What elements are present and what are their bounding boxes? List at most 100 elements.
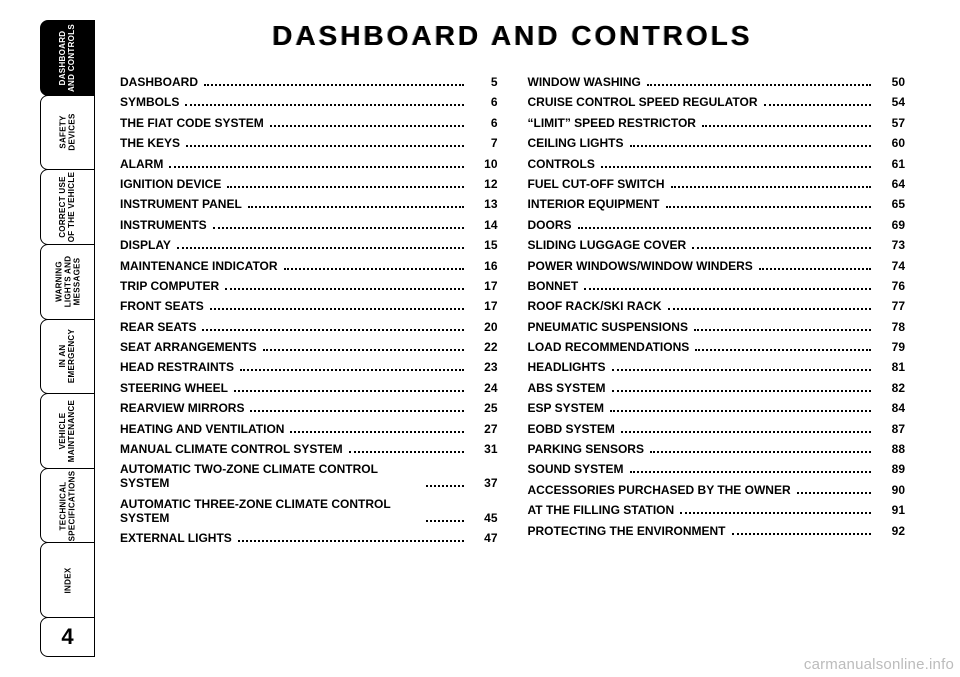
toc-page: 88 [877,442,905,456]
toc-row[interactable]: SLIDING LUGGAGE COVER73 [528,238,906,252]
toc-row[interactable]: “LIMIT” SPEED RESTRICTOR57 [528,116,906,130]
toc-leader-dots [177,247,464,249]
toc-page: 24 [470,381,498,395]
toc-page: 14 [470,218,498,232]
toc-row[interactable]: FUEL CUT-OFF SWITCH64 [528,177,906,191]
side-tab-0[interactable]: DASHBOARDAND CONTROLS [40,20,95,96]
toc-leader-dots [612,369,872,371]
toc-label: THE KEYS [120,136,180,150]
toc-leader-dots [694,329,871,331]
toc-leader-dots [238,540,464,542]
toc-row[interactable]: INSTRUMENT PANEL13 [120,197,498,211]
toc-label: HEAD RESTRAINTS [120,360,234,374]
toc-label: PROTECTING THE ENVIRONMENT [528,524,726,538]
toc-row[interactable]: PARKING SENSORS88 [528,442,906,456]
page-title: DASHBOARD AND CONTROLS [110,20,915,52]
toc-page: 50 [877,75,905,89]
toc-leader-dots [764,104,871,106]
toc-row[interactable]: INTERIOR EQUIPMENT65 [528,197,906,211]
toc-page: 6 [470,95,498,109]
toc-page: 54 [877,95,905,109]
toc-page: 12 [470,177,498,191]
toc-row[interactable]: CEILING LIGHTS60 [528,136,906,150]
toc-row[interactable]: AT THE FILLING STATION91 [528,503,906,517]
toc-page: 45 [470,511,498,525]
side-tab-2[interactable]: CORRECT USEOF THE VEHICLE [40,169,95,245]
toc-row[interactable]: EOBD SYSTEM87 [528,422,906,436]
toc-label: ESP SYSTEM [528,401,604,415]
toc-row[interactable]: PNEUMATIC SUSPENSIONS78 [528,320,906,334]
toc-leader-dots [668,308,872,310]
side-tab-5[interactable]: VEHICLEMAINTENANCE [40,393,95,469]
toc-row[interactable]: HEATING AND VENTILATION27 [120,422,498,436]
toc-row[interactable]: TRIP COMPUTER17 [120,279,498,293]
toc-row[interactable]: THE FIAT CODE SYSTEM6 [120,116,498,130]
toc-page: 27 [470,422,498,436]
toc-leader-dots [610,410,871,412]
toc-row[interactable]: REAR SEATS20 [120,320,498,334]
toc-row[interactable]: ALARM10 [120,157,498,171]
side-tab-label: SAFETYDEVICES [58,114,76,151]
toc-leader-dots [578,227,871,229]
side-tab-6[interactable]: TECHNICALSPECIFICATIONS [40,468,95,544]
side-tab-3[interactable]: WARNINGLIGHTS ANDMESSAGES [40,244,95,320]
toc-label: THE FIAT CODE SYSTEM [120,116,264,130]
side-tab-label: DASHBOARDAND CONTROLS [59,24,77,92]
toc-label: LOAD RECOMMENDATIONS [528,340,690,354]
toc-row[interactable]: AUTOMATIC THREE-ZONE CLIMATE CONTROL SYS… [120,497,498,525]
toc-row[interactable]: POWER WINDOWS/WINDOW WINDERS74 [528,259,906,273]
toc-row[interactable]: ABS SYSTEM82 [528,381,906,395]
toc-row[interactable]: HEAD RESTRAINTS23 [120,360,498,374]
toc-row[interactable]: REARVIEW MIRRORS25 [120,401,498,415]
toc-row[interactable]: CONTROLS 61 [528,157,906,171]
toc-label: ACCESSORIES PURCHASED BY THE OWNER [528,483,791,497]
toc-row[interactable]: WINDOW WASHING50 [528,75,906,89]
toc-label: CONTROLS [528,157,595,171]
toc-row[interactable]: CRUISE CONTROL SPEED REGULATOR54 [528,95,906,109]
toc-row[interactable]: PROTECTING THE ENVIRONMENT92 [528,524,906,538]
toc-row[interactable]: SEAT ARRANGEMENTS22 [120,340,498,354]
side-tab-7[interactable]: INDEX [40,542,95,618]
toc-row[interactable]: SOUND SYSTEM89 [528,462,906,476]
toc-row[interactable]: DISPLAY15 [120,238,498,252]
toc-row[interactable]: ROOF RACK/SKI RACK77 [528,299,906,313]
toc-page: 61 [877,157,905,171]
toc-row[interactable]: MAINTENANCE INDICATOR16 [120,259,498,273]
toc-row[interactable]: DOORS69 [528,218,906,232]
toc-leader-dots [692,247,871,249]
toc-row[interactable]: HEADLIGHTS81 [528,360,906,374]
toc-label: EXTERNAL LIGHTS [120,531,232,545]
side-tab-1[interactable]: SAFETYDEVICES [40,95,95,171]
side-tab-4[interactable]: IN ANEMERGENCY [40,319,95,395]
toc-row[interactable]: THE KEYS7 [120,136,498,150]
toc-row[interactable]: ACCESSORIES PURCHASED BY THE OWNER90 [528,483,906,497]
toc-leader-dots [695,349,871,351]
toc-row[interactable]: LOAD RECOMMENDATIONS79 [528,340,906,354]
toc-row[interactable]: BONNET76 [528,279,906,293]
toc-page: 84 [877,401,905,415]
toc-label: DISPLAY [120,238,171,252]
toc-label: SLIDING LUGGAGE COVER [528,238,687,252]
toc-row[interactable]: FRONT SEATS17 [120,299,498,313]
toc-page: 17 [470,299,498,313]
toc-row[interactable]: EXTERNAL LIGHTS47 [120,531,498,545]
toc-leader-dots [621,431,871,433]
toc-label: IGNITION DEVICE [120,177,221,191]
toc-row[interactable]: MANUAL CLIMATE CONTROL SYSTEM31 [120,442,498,456]
toc-row[interactable]: DASHBOARD5 [120,75,498,89]
toc-row[interactable]: IGNITION DEVICE 12 [120,177,498,191]
toc-label: INSTRUMENTS [120,218,207,232]
toc-page: 17 [470,279,498,293]
toc-leader-dots [650,451,871,453]
toc-leader-dots [263,349,464,351]
toc-row[interactable]: SYMBOLS6 [120,95,498,109]
toc-leader-dots [349,451,464,453]
toc-row[interactable]: STEERING WHEEL24 [120,381,498,395]
toc-page: 25 [470,401,498,415]
page-number: 4 [61,624,73,650]
toc-row[interactable]: AUTOMATIC TWO-ZONE CLIMATE CONTROL SYSTE… [120,462,498,490]
toc-row[interactable]: ESP SYSTEM 84 [528,401,906,415]
toc-label: SOUND SYSTEM [528,462,624,476]
toc-leader-dots [202,329,463,331]
toc-row[interactable]: INSTRUMENTS 14 [120,218,498,232]
